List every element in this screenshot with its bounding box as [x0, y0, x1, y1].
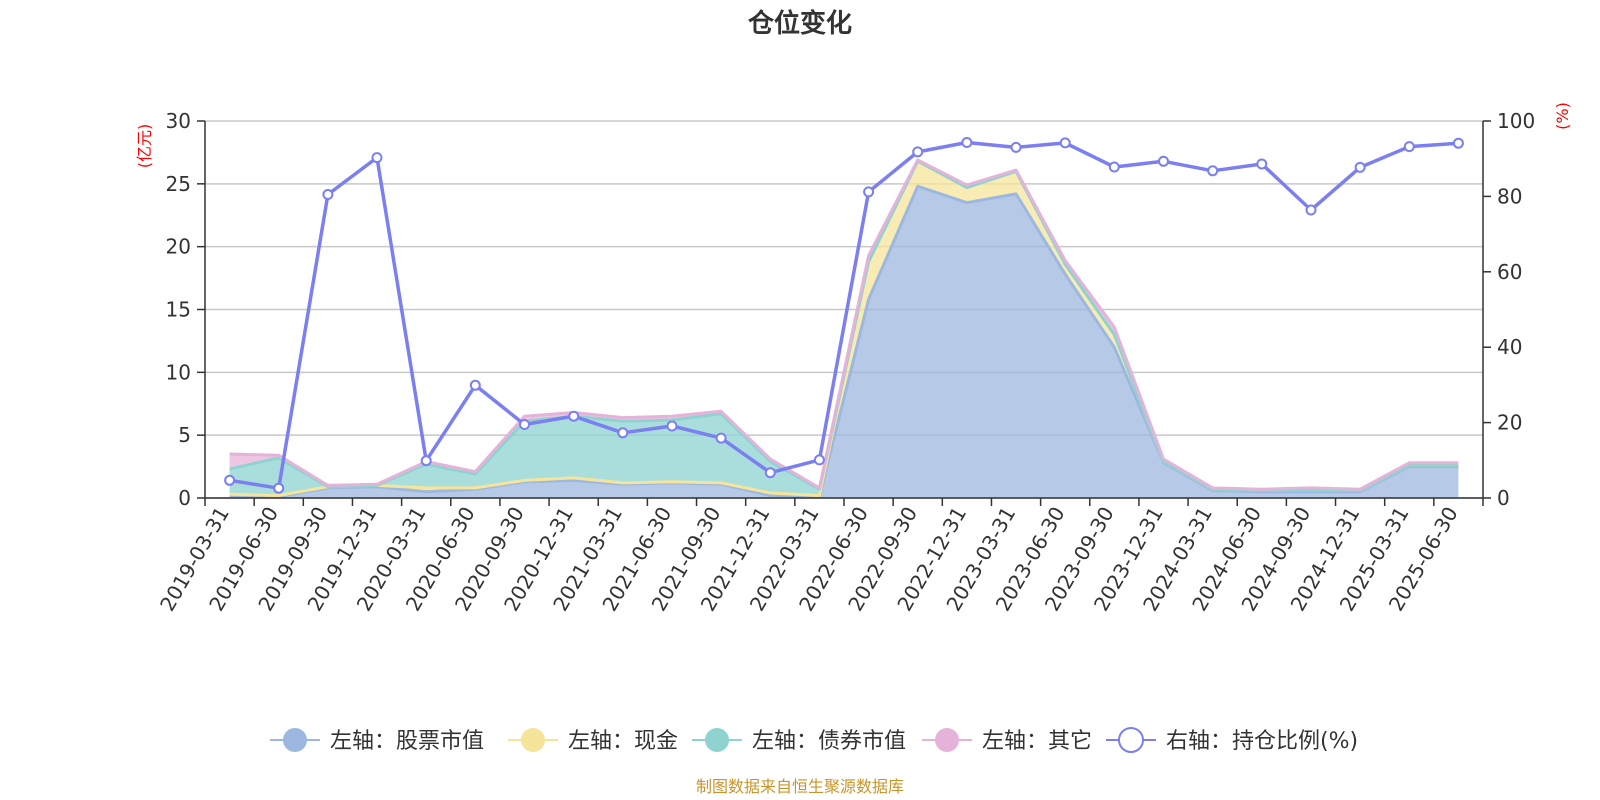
right-axis-unit: (%) — [1553, 102, 1572, 130]
legend-label: 左轴：债券市值 — [752, 729, 906, 754]
area-fill — [229, 186, 1459, 499]
legend-label: 左轴：其它 — [982, 729, 1092, 754]
left-tick-label: 10 — [166, 360, 191, 384]
ratio-point — [1108, 161, 1120, 173]
legend-item: 左轴：债券市值 — [692, 728, 906, 754]
legend-marker — [1118, 727, 1144, 753]
left-tick-label: 25 — [166, 172, 191, 196]
ratio-point — [1010, 141, 1022, 153]
left-tick-label: 5 — [178, 423, 191, 447]
data-source-note: 制图数据来自恒生聚源数据库 — [696, 777, 904, 796]
right-tick-label: 40 — [1497, 335, 1522, 359]
legend-item: 左轴：其它 — [922, 728, 1092, 754]
legend: 左轴：股票市值 左轴：现金 左轴：债券市值 左轴：其它 右轴：持仓比例(%) — [270, 727, 1358, 754]
area-edge-line — [229, 158, 1459, 491]
legend-marker — [283, 728, 307, 752]
legend-item: 左轴：股票市值 — [270, 728, 484, 754]
left-tick-label: 0 — [178, 486, 191, 510]
ratio-point — [1158, 155, 1169, 167]
ratio-point — [568, 410, 580, 422]
left-axis-unit: (亿元) — [135, 124, 154, 169]
stacked-areas — [229, 158, 1459, 499]
right-tick-label: 0 — [1497, 486, 1510, 510]
ratio-point — [224, 474, 236, 486]
ratio-point — [322, 189, 334, 200]
ratio-point — [420, 455, 432, 467]
legend-label: 右轴：持仓比例(%) — [1166, 729, 1358, 754]
ratio-point — [273, 482, 285, 494]
legend-label: 左轴：现金 — [568, 729, 678, 754]
left-tick-label: 20 — [166, 235, 191, 259]
ratio-point — [371, 152, 383, 164]
right-tick-label: 100 — [1497, 109, 1535, 133]
legend-marker — [705, 728, 729, 752]
legend-label: 左轴：股票市值 — [330, 729, 484, 754]
ratio-point — [961, 137, 973, 148]
ratio-point — [1354, 161, 1366, 173]
ratio-line-path — [229, 140, 1459, 490]
right-tick-label: 80 — [1497, 184, 1522, 208]
ratio-point — [519, 419, 530, 430]
ratio-point — [1059, 137, 1071, 149]
left-tick-label: 30 — [166, 109, 191, 133]
legend-marker — [521, 728, 545, 752]
legend-marker — [935, 728, 959, 752]
legend-item: 右轴：持仓比例(%) — [1106, 727, 1358, 754]
ratio-point — [813, 454, 825, 466]
chart-title: 仓位变化 — [747, 8, 852, 39]
ratio-point — [617, 427, 629, 439]
ratio-point — [1305, 204, 1317, 216]
ratio-point — [666, 420, 678, 432]
ratio-point — [715, 432, 727, 444]
left-tick-label: 15 — [166, 298, 191, 322]
ratio-point — [863, 186, 875, 198]
legend-item: 左轴：现金 — [508, 728, 678, 754]
right-tick-label: 60 — [1497, 260, 1522, 284]
ratio-point — [469, 379, 481, 391]
ratio-line — [224, 137, 1464, 494]
right-tick-label: 20 — [1497, 411, 1522, 435]
ratio-point — [1403, 141, 1415, 153]
ratio-point — [1452, 137, 1464, 149]
ratio-point — [1256, 158, 1268, 170]
ratio-point — [764, 467, 776, 479]
ratio-point — [912, 146, 924, 158]
ratio-point — [1207, 165, 1219, 177]
